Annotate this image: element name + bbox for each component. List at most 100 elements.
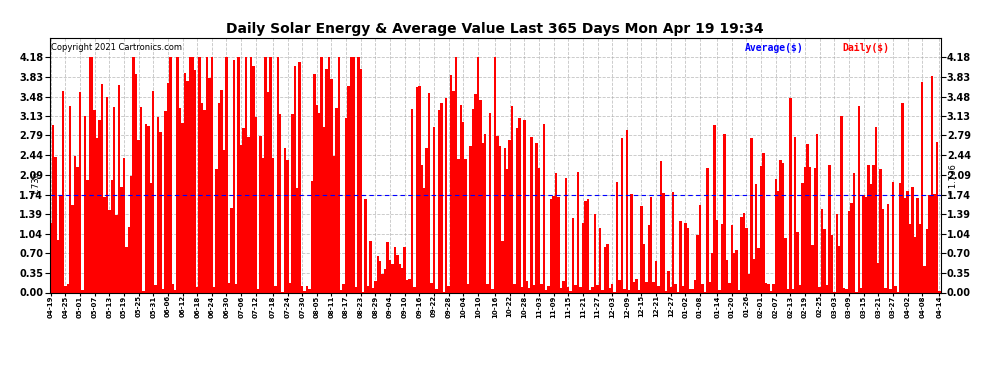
Bar	[569, 291, 572, 292]
Bar	[752, 259, 755, 292]
Bar	[313, 74, 316, 292]
Bar	[93, 110, 96, 292]
Bar	[599, 228, 601, 292]
Bar	[308, 289, 311, 292]
Bar	[123, 158, 125, 292]
Bar	[523, 120, 526, 292]
Bar	[706, 168, 709, 292]
Bar	[899, 183, 902, 292]
Bar	[852, 173, 855, 292]
Bar	[477, 57, 479, 292]
Bar	[331, 80, 333, 292]
Bar	[345, 118, 347, 292]
Bar	[449, 75, 452, 292]
Bar	[238, 57, 240, 292]
Bar	[541, 285, 543, 292]
Bar	[198, 57, 201, 292]
Bar	[924, 266, 926, 292]
Bar	[111, 180, 113, 292]
Bar	[301, 286, 303, 292]
Bar	[381, 274, 384, 292]
Bar	[252, 66, 254, 292]
Bar	[889, 289, 892, 292]
Bar	[462, 122, 464, 292]
Bar	[459, 105, 462, 292]
Bar	[636, 279, 638, 292]
Bar	[616, 182, 619, 292]
Bar	[189, 57, 191, 292]
Bar	[86, 180, 88, 292]
Bar	[506, 169, 509, 292]
Bar	[179, 108, 181, 292]
Bar	[936, 142, 939, 292]
Bar	[203, 110, 206, 292]
Bar	[892, 182, 894, 292]
Bar	[586, 199, 589, 292]
Bar	[431, 283, 433, 292]
Bar	[867, 165, 869, 292]
Bar	[696, 235, 699, 292]
Bar	[138, 140, 140, 292]
Bar	[714, 125, 716, 292]
Bar	[850, 203, 852, 292]
Bar	[74, 156, 76, 292]
Bar	[645, 282, 647, 292]
Bar	[906, 191, 909, 292]
Bar	[699, 205, 701, 292]
Bar	[311, 181, 313, 292]
Bar	[806, 144, 809, 292]
Bar	[176, 57, 179, 292]
Bar	[421, 165, 423, 292]
Bar	[279, 114, 281, 292]
Bar	[518, 118, 521, 292]
Bar	[284, 148, 286, 292]
Bar	[306, 286, 308, 292]
Bar	[831, 235, 834, 292]
Bar	[469, 146, 472, 292]
Bar	[303, 291, 306, 292]
Bar	[847, 211, 850, 292]
Bar	[659, 161, 662, 292]
Bar	[91, 57, 93, 292]
Bar	[384, 268, 386, 292]
Bar	[772, 284, 774, 292]
Bar	[193, 70, 196, 292]
Bar	[609, 288, 611, 292]
Bar	[121, 187, 123, 292]
Bar	[408, 279, 411, 292]
Bar	[628, 290, 631, 292]
Bar	[584, 201, 586, 292]
Bar	[762, 153, 764, 292]
Bar	[96, 138, 98, 292]
Bar	[682, 286, 684, 292]
Bar	[84, 116, 86, 292]
Bar	[235, 284, 238, 292]
Bar	[499, 146, 501, 292]
Bar	[709, 282, 711, 292]
Bar	[860, 288, 862, 292]
Bar	[426, 148, 428, 292]
Bar	[721, 224, 724, 292]
Bar	[494, 57, 496, 292]
Bar	[784, 238, 787, 292]
Bar	[79, 92, 81, 292]
Bar	[549, 199, 552, 292]
Bar	[125, 247, 128, 292]
Bar	[338, 57, 340, 292]
Bar	[804, 167, 806, 292]
Bar	[399, 264, 401, 292]
Bar	[133, 57, 135, 292]
Bar	[436, 290, 438, 292]
Bar	[299, 62, 301, 292]
Bar	[691, 288, 694, 292]
Bar	[650, 197, 652, 292]
Bar	[726, 260, 728, 292]
Bar	[340, 290, 343, 292]
Bar	[916, 198, 919, 292]
Bar	[564, 178, 567, 292]
Bar	[755, 184, 757, 292]
Bar	[701, 284, 704, 292]
Bar	[792, 289, 794, 292]
Bar	[767, 284, 769, 292]
Bar	[257, 289, 259, 292]
